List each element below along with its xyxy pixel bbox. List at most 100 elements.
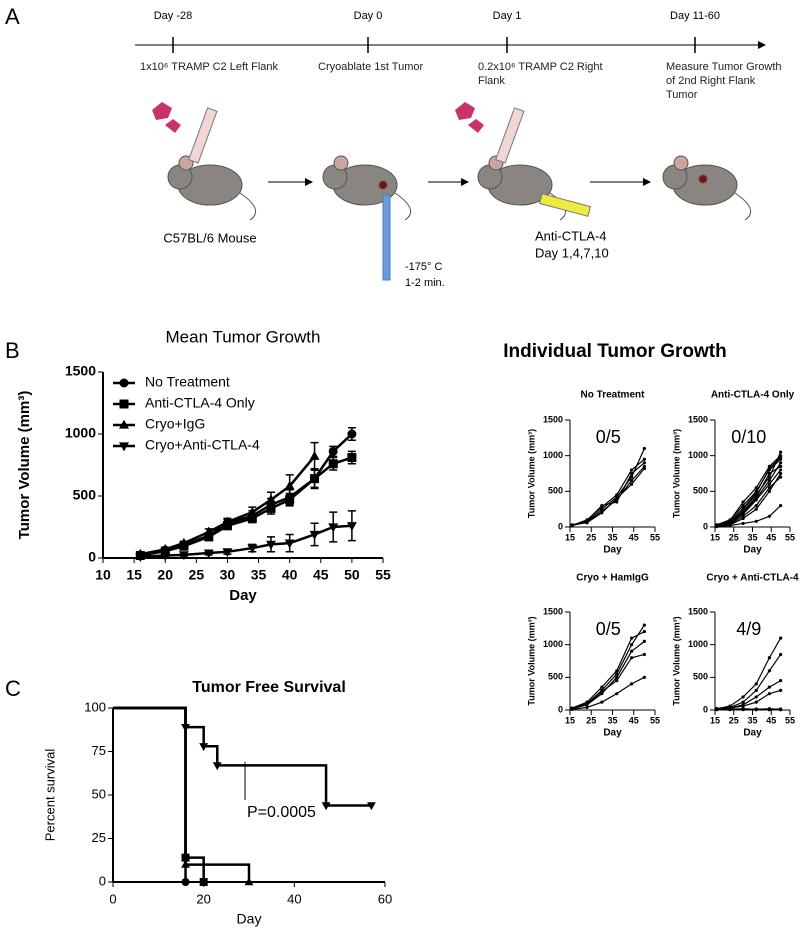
timeline-day: Day -28 [154,10,193,22]
marker [160,543,171,553]
annotation: 0/5 [596,619,621,639]
marker [767,475,771,479]
series-line [716,654,782,710]
x-tick-label: 35 [747,532,757,542]
marker [642,652,646,657]
series-line [716,456,782,527]
marker [203,526,214,536]
marker [284,539,295,549]
marker [642,457,646,461]
marker [767,482,771,486]
x-tick-label: 45 [313,567,329,583]
marker [779,636,783,640]
x-tick-label: 15 [126,567,142,583]
marker [615,679,619,683]
marker [767,707,771,711]
marker [754,491,758,495]
y-tick-label: 0 [88,549,96,565]
x-tick-label: 45 [629,532,639,542]
marker [779,688,783,693]
marker [741,516,745,521]
marker [615,493,619,497]
timeline-note: Measure Tumor Growth of 2nd Right Flank … [666,61,782,101]
marker [642,466,646,471]
x-tick-label: 50 [344,567,360,583]
marker [285,495,295,505]
y-tick-label: 500 [693,486,708,496]
marker [779,461,783,465]
marker [199,878,208,886]
y-tick-label: 1500 [543,606,563,616]
x-tick-label: 20 [196,891,210,906]
series-line [716,505,782,528]
annotation: 0/5 [596,427,621,447]
x-tick-label: 40 [282,567,298,583]
marker [266,540,276,550]
series-line [572,676,645,710]
x-tick-label: 15 [710,715,720,725]
marker [630,479,634,483]
x-tick-label: 35 [251,567,267,583]
marker [178,537,189,547]
marker [630,643,634,647]
cryo-time: 1-2 min. [405,277,445,289]
marker [203,549,214,559]
section-title: Individual Tumor Growth [503,341,726,362]
marker [321,802,331,811]
x-tick-label: 45 [629,715,639,725]
marker [347,453,357,463]
marker [767,692,771,696]
y-tick-label: 0 [99,873,106,888]
y-tick-label: 500 [73,487,97,503]
marker [630,656,634,660]
marker [779,450,783,454]
y-tick-label: 75 [92,743,106,758]
marker [642,630,646,634]
series-line [571,624,645,709]
marker [600,700,604,704]
marker [212,762,222,771]
marker [615,496,619,501]
treatment: Anti-CTLA-4 [535,228,607,243]
y-axis-label: Percent survival [42,749,57,842]
x-tick-label: 45 [766,715,776,725]
y-axis-label: Tumor Volume (mm³) [526,616,536,705]
marker [328,459,338,469]
marker [244,877,254,886]
marker [741,707,745,711]
treatment-days: Day 1,4,7,10 [535,245,609,260]
timeline-note: 1x10⁶ TRAMP C2 Left Flank [140,61,279,73]
series-line [571,458,645,527]
marker [570,707,574,711]
x-axis-label: Day [229,587,257,604]
marker [600,505,604,509]
marker [600,511,604,515]
marker [222,548,233,558]
marker [767,466,771,471]
y-tick-label: 1500 [543,414,563,424]
survival-curve [113,706,372,807]
marker [754,504,758,508]
y-tick-label: 0 [558,521,563,531]
timeline-day: Day 0 [354,10,383,22]
marker [741,700,745,704]
marker [600,690,604,694]
x-axis-label: Day [237,911,262,927]
marker [630,468,634,472]
marker [630,649,634,653]
legend-label: No Treatment [145,374,230,390]
marker [222,516,233,526]
marker [615,669,619,673]
y-axis-label: Tumor Volume (mm³) [671,616,681,705]
marker [779,471,783,476]
marker [284,480,295,490]
marker [754,519,758,523]
series-line [571,448,645,526]
marker [570,523,574,528]
marker [247,513,257,523]
marker [615,692,619,696]
panel-label: C [5,676,21,701]
marker [741,695,745,699]
